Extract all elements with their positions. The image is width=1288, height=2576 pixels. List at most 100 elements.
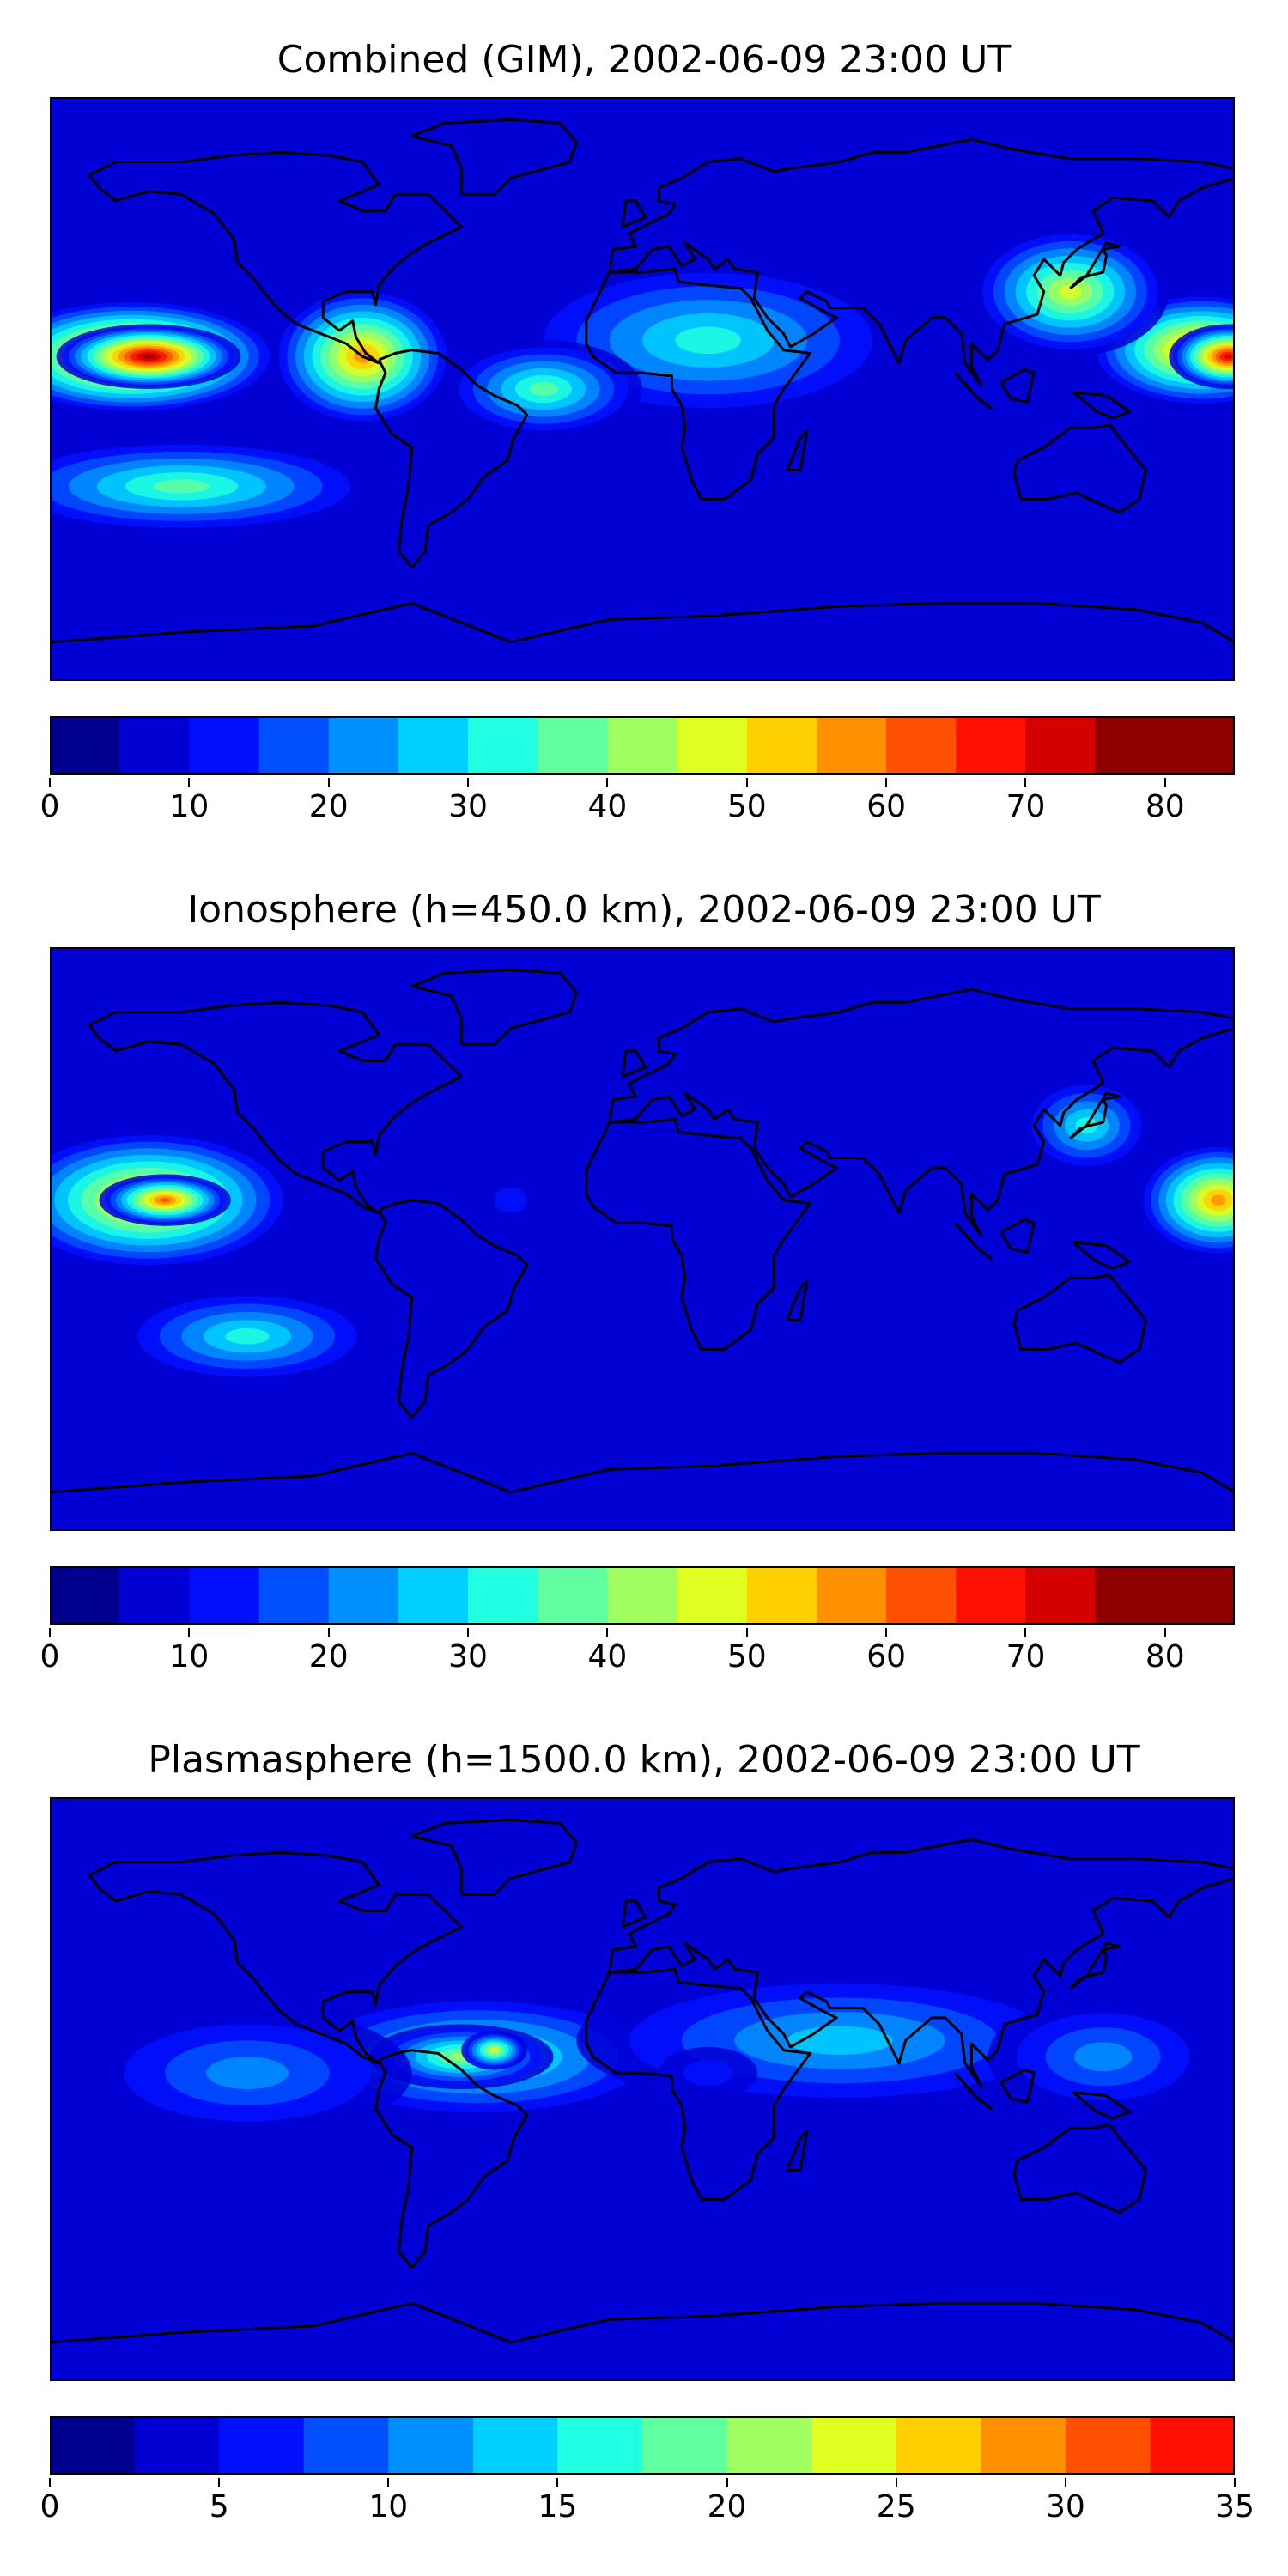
coastline-7 [621,199,647,228]
colorbar-tick-mark [387,2478,390,2487]
colorbar-tick-mark [1234,2478,1236,2487]
colorbar-tick-mark [556,2478,559,2487]
coastline-7 [621,1049,647,1078]
colorbar-tick-mark [1163,1628,1166,1637]
colorbar-segment-5 [398,716,469,775]
colorbar-segment-4 [388,2416,474,2475]
contour-band-1-15 [142,354,155,359]
coastline-10 [999,1218,1036,1254]
coastline-4 [608,137,1235,387]
colorbar-segment-10 [746,716,817,775]
colorbar-tick-label: 20 [308,1639,349,1674]
coastline-8 [1069,241,1121,290]
contour-band-2-11 [1211,1194,1226,1206]
coastline-0 [88,150,463,365]
coastline-10 [999,2068,1036,2104]
coastline-7 [621,1899,647,1929]
colorbar-tick-mark [726,2478,728,2487]
coastline-3 [585,1967,811,2201]
contour-band-2-9 [490,2048,498,2053]
coastline-1 [374,1199,529,1419]
colorbar-segment-5 [472,2416,558,2475]
coastline-10 [999,368,1036,404]
coastline-0 [88,1000,463,1215]
colorbar-segment-9 [677,1566,748,1625]
contour-band-7-7 [529,381,558,397]
colorbar-segment-6 [468,1566,538,1625]
colorbar-segment-11 [816,716,887,775]
contour-band-4-14 [1224,354,1233,359]
colorbar-segment-15 [1095,1566,1166,1625]
colorbar-segment-13 [1150,2416,1235,2475]
coastline-8 [1069,1091,1121,1140]
colorbar-segment-10 [896,2416,981,2475]
colorbar-segment-11 [816,1566,887,1625]
coastline-1 [374,2049,529,2269]
colorbar-tick-label: 30 [1045,2489,1085,2524]
colorbar-tick-mark [467,778,470,787]
contour-band-6-2 [494,1187,527,1213]
contour-band-9-1 [50,599,1235,665]
colorbar-tick-mark [1024,778,1027,787]
colorbar-segment-10 [746,1566,817,1625]
colorbar-segment-1 [119,716,190,775]
colorbar-segment-4 [328,1566,399,1625]
panel-3-title: Plasmasphere (h=1500.0 km), 2002-06-09 2… [148,1738,1140,1782]
colorbar-segment-2 [189,1566,260,1625]
colorbar-tick-label: 80 [1145,789,1185,824]
colorbar-tick-mark [885,1628,888,1637]
contour-band-5-9 [1059,284,1082,300]
colorbar-segment-13 [956,716,1026,775]
coastline-8 [1069,1941,1121,1990]
contour-band-1-12 [159,1198,171,1203]
colorbar-tick-mark [49,1628,51,1637]
colorbar-tick-mark [606,778,609,787]
contour-band-10-7 [153,479,210,494]
coastline-12 [786,429,809,471]
colorbar-segment-7 [642,2416,728,2475]
colorbar-segment-7 [538,716,608,775]
colorbar-tick-label: 0 [39,1639,60,1674]
panel-1-colorbar [50,716,1235,775]
colorbar-segment-0 [50,716,120,775]
colorbar-segment-4 [328,716,399,775]
colorbar-tick-mark [327,1628,330,1637]
colorbar-segment-9 [811,2416,897,2475]
coastline-9 [954,2072,993,2111]
panel-1-title: Combined (GIM), 2002-06-09 23:00 UT [276,38,1012,82]
contour-band-6-6 [675,326,742,355]
colorbar-tick-mark [745,778,748,787]
panel-2-map [50,947,1235,1531]
colorbar-segment-0 [50,1566,120,1625]
map-frame [50,1797,1235,2381]
colorbar-segment-16 [1164,716,1235,775]
panel-1-map [50,97,1235,681]
colorbar-tick-label: 10 [169,789,210,824]
contour-band-4-2 [683,2060,733,2087]
colorbar-segment-14 [1025,1566,1097,1625]
coastline-5 [1012,2123,1147,2215]
coastline-11 [1072,391,1131,420]
contour-band-7-1 [50,2219,1235,2349]
colorbar-segment-15 [1095,716,1166,775]
coastline-3 [585,267,811,501]
colorbar-segment-0 [50,2416,136,2475]
coastline-1 [374,349,529,569]
colorbar-tick-label: 50 [726,789,767,824]
colorbar-segment-5 [398,1566,469,1625]
colorbar-tick-mark [188,778,191,787]
colorbar-segment-2 [189,716,260,775]
colorbar-segment-3 [258,1566,330,1625]
colorbar-tick-label: 30 [448,1639,488,1674]
coastline-2 [410,968,578,1046]
coastline-4 [608,987,1235,1237]
contour-band-8-1 [544,470,1136,568]
coastline-12 [786,2129,809,2172]
colorbar-tick-mark [606,1628,609,1637]
colorbar-segment-6 [557,2416,643,2475]
colorbar-segment-16 [1164,1566,1235,1625]
colorbar-segment-14 [1025,716,1097,775]
panel-3-colorbar [50,2416,1235,2475]
colorbar-tick-mark [218,2478,221,2487]
panel-3-map [50,1797,1235,2381]
